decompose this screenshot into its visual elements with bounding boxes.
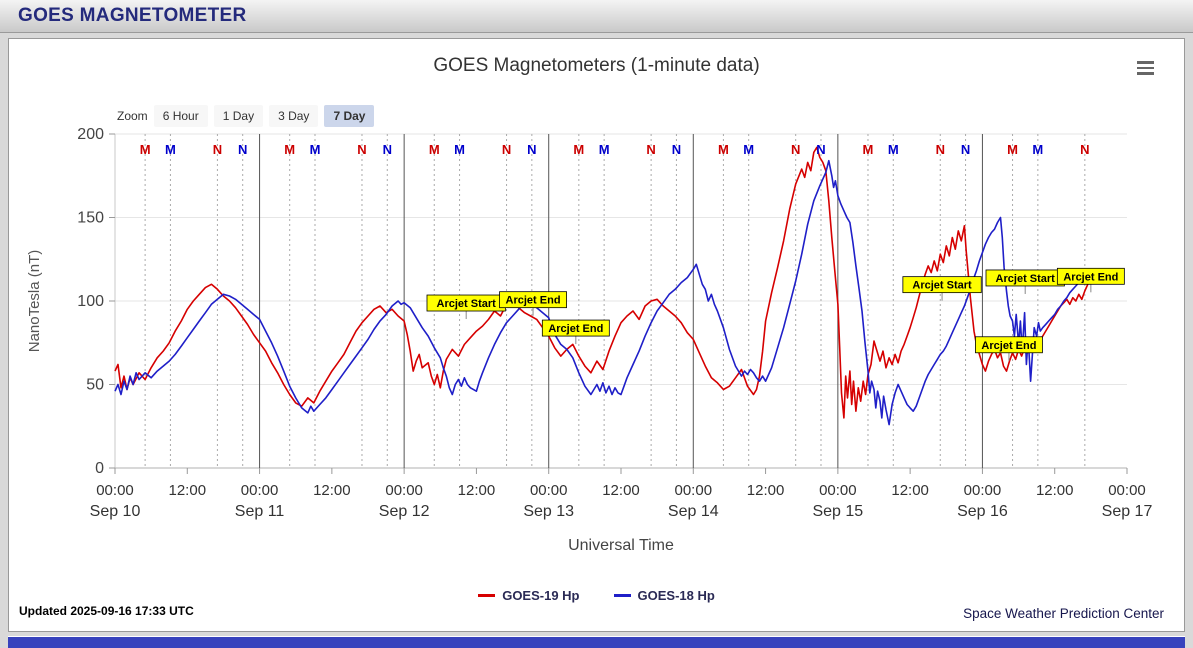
updated-timestamp: Updated 2025-09-16 17:33 UTC xyxy=(19,604,194,618)
satellite-midnight-marker: M xyxy=(284,142,295,157)
satellite-noon-marker: N xyxy=(238,142,247,157)
page-title: GOES MAGNETOMETER xyxy=(18,5,247,26)
satellite-midnight-marker: M xyxy=(310,142,321,157)
y-axis-title: NanoTesla (nT) xyxy=(26,250,43,353)
range-button-6hour[interactable]: 6 Hour xyxy=(153,105,208,127)
x-date-label: Sep 12 xyxy=(379,503,430,520)
x-tick-label: 00:00 xyxy=(819,482,857,499)
x-tick-label: 00:00 xyxy=(241,482,279,499)
satellite-noon-marker: N xyxy=(502,142,511,157)
arcjet-flag-label: Arcjet End xyxy=(548,323,603,335)
satellite-midnight-marker: M xyxy=(743,142,754,157)
satellite-midnight-marker: M xyxy=(573,142,584,157)
y-tick-label: 50 xyxy=(86,377,104,394)
range-button-1day[interactable]: 1 Day xyxy=(213,105,264,127)
y-tick-label: 150 xyxy=(77,210,104,227)
arcjet-flag-label: Arcjet End xyxy=(981,340,1036,352)
range-button-3day[interactable]: 3 Day xyxy=(269,105,319,127)
chart-title: GOES Magnetometers (1-minute data) xyxy=(433,55,760,76)
satellite-midnight-marker: M xyxy=(863,142,874,157)
x-date-label: Sep 11 xyxy=(235,503,285,520)
x-date-label: Sep 15 xyxy=(812,503,863,520)
x-tick-label: 12:00 xyxy=(891,482,929,499)
arcjet-flag[interactable] xyxy=(541,319,610,337)
x-axis-title: Universal Time xyxy=(568,537,674,554)
satellite-midnight-marker: M xyxy=(454,142,465,157)
series-line-goes-18-hp xyxy=(114,159,1089,426)
y-tick-label: 200 xyxy=(77,126,104,143)
x-date-label: Sep 16 xyxy=(957,503,1008,520)
arcjet-flag-label: Arcjet Start xyxy=(912,280,972,292)
range-button-7day[interactable]: 7 Day xyxy=(324,105,375,127)
legend-label-goes18: GOES-18 Hp xyxy=(637,588,715,603)
arcjet-flag[interactable] xyxy=(1056,267,1125,285)
satellite-noon-marker: N xyxy=(1080,142,1089,157)
x-date-label: Sep 17 xyxy=(1102,503,1153,520)
arcjet-flag-label: Arcjet Start xyxy=(437,298,497,310)
satellite-noon-marker: N xyxy=(672,142,681,157)
satellite-noon-marker: N xyxy=(383,142,392,157)
swpc-attribution: Space Weather Prediction Center xyxy=(963,606,1164,621)
y-tick-label: 0 xyxy=(95,460,104,477)
hamburger-menu-icon[interactable] xyxy=(1137,61,1154,78)
legend-label-goes19: GOES-19 Hp xyxy=(502,588,580,603)
legend-item-goes19[interactable]: GOES-19 Hp xyxy=(478,588,580,603)
satellite-noon-marker: N xyxy=(646,142,655,157)
x-tick-label: 00:00 xyxy=(530,482,568,499)
satellite-midnight-marker: M xyxy=(1032,142,1043,157)
satellite-midnight-marker: M xyxy=(599,142,610,157)
x-date-label: Sep 10 xyxy=(90,503,141,520)
arcjet-flag-label: Arcjet End xyxy=(1063,271,1118,283)
chart-legend: GOES-19 Hp GOES-18 Hp xyxy=(9,588,1184,603)
arcjet-flag-label: Arcjet End xyxy=(506,295,561,307)
satellite-midnight-marker: M xyxy=(1007,142,1018,157)
x-tick-label: 12:00 xyxy=(1036,482,1074,499)
satellite-noon-marker: N xyxy=(816,142,825,157)
legend-swatch-goes19 xyxy=(478,594,496,597)
x-tick-label: 00:00 xyxy=(96,482,134,499)
satellite-midnight-marker: M xyxy=(718,142,729,157)
x-tick-label: 00:00 xyxy=(675,482,713,499)
arcjet-flag[interactable] xyxy=(975,336,1043,354)
zoom-label: Zoom xyxy=(117,109,148,123)
satellite-midnight-marker: M xyxy=(888,142,899,157)
satellite-midnight-marker: M xyxy=(429,142,440,157)
page-header: GOES MAGNETOMETER xyxy=(0,0,1193,33)
chart-panel: GOES Magnetometers (1-minute data) Zoom … xyxy=(8,38,1185,632)
x-tick-label: 12:00 xyxy=(747,482,785,499)
x-tick-label: 00:00 xyxy=(385,482,423,499)
arcjet-flag[interactable] xyxy=(902,276,982,294)
x-tick-label: 00:00 xyxy=(964,482,1002,499)
satellite-noon-marker: N xyxy=(213,142,222,157)
y-tick-label: 100 xyxy=(77,293,104,310)
satellite-midnight-marker: M xyxy=(165,142,176,157)
magnetometer-chart[interactable]: 0 50 100 150 200 00:00 12:00 00:00 12:00 00:00 12:… xyxy=(9,124,1184,569)
satellite-noon-marker: N xyxy=(527,142,536,157)
x-tick-label: 12:00 xyxy=(458,482,496,499)
legend-item-goes18[interactable]: GOES-18 Hp xyxy=(613,588,715,603)
x-tick-label: 12:00 xyxy=(602,482,640,499)
range-selector: Zoom 6 Hour 1 Day 3 Day 7 Day xyxy=(117,105,375,127)
satellite-noon-marker: N xyxy=(791,142,800,157)
x-date-label: Sep 14 xyxy=(668,503,719,520)
satellite-noon-marker: N xyxy=(357,142,366,157)
legend-swatch-goes18 xyxy=(613,594,631,597)
series-line-goes-19-hp xyxy=(114,146,1089,419)
x-date-label: Sep 13 xyxy=(523,503,574,520)
satellite-noon-marker: N xyxy=(936,142,945,157)
bottom-footer-bar xyxy=(8,636,1185,648)
x-tick-label: 12:00 xyxy=(169,482,207,499)
satellite-noon-marker: N xyxy=(961,142,970,157)
x-tick-label: 00:00 xyxy=(1108,482,1146,499)
arcjet-flag-label: Arcjet Start xyxy=(996,273,1056,285)
x-tick-label: 12:00 xyxy=(313,482,351,499)
satellite-midnight-marker: M xyxy=(140,142,151,157)
arcjet-flag[interactable] xyxy=(499,291,567,309)
